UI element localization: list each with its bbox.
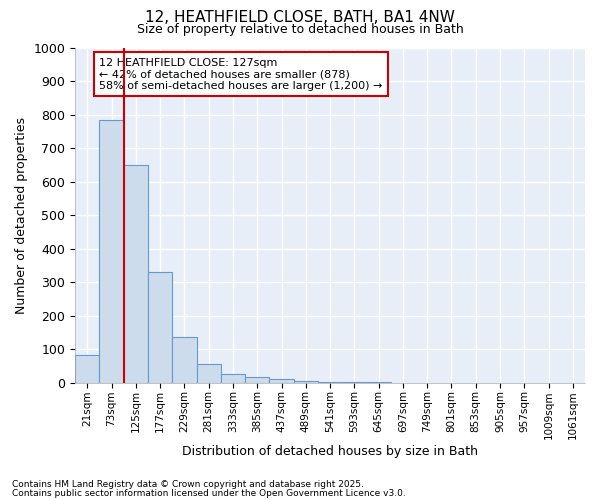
Bar [100,120,124,382]
Bar [221,374,245,382]
Y-axis label: Number of detached properties: Number of detached properties [15,116,28,314]
Bar [124,166,148,382]
Text: 12, HEATHFIELD CLOSE, BATH, BA1 4NW: 12, HEATHFIELD CLOSE, BATH, BA1 4NW [145,10,455,25]
Text: Contains HM Land Registry data © Crown copyright and database right 2025.: Contains HM Land Registry data © Crown c… [12,480,364,489]
Text: 12 HEATHFIELD CLOSE: 127sqm
← 42% of detached houses are smaller (878)
58% of se: 12 HEATHFIELD CLOSE: 127sqm ← 42% of det… [100,58,383,91]
Bar [197,364,221,382]
Text: Contains public sector information licensed under the Open Government Licence v3: Contains public sector information licen… [12,488,406,498]
Bar [269,380,293,382]
Text: Size of property relative to detached houses in Bath: Size of property relative to detached ho… [137,22,463,36]
Bar [75,355,100,382]
Bar [172,338,197,382]
Bar [245,376,269,382]
Bar [148,272,172,382]
X-axis label: Distribution of detached houses by size in Bath: Distribution of detached houses by size … [182,444,478,458]
